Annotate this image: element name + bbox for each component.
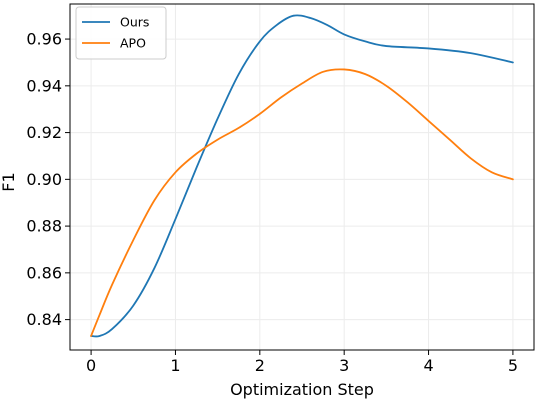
x-tick-label: 2: [255, 356, 265, 375]
axis-ticks: 0 1 2 3 4 5 0.84 0.86 0.88 0.90 0.92 0.94 0.96: [26, 30, 518, 375]
x-tick-label: 5: [508, 356, 518, 375]
legend-box: [75, 6, 167, 60]
y-tick-label: 0.92: [26, 123, 62, 142]
y-tick-label: 0.88: [26, 217, 62, 236]
legend-label-apo: APO: [120, 36, 146, 51]
series-lines: [90, 14, 514, 338]
y-tick-label: 0.96: [26, 30, 62, 49]
series-line-ours: [90, 14, 514, 338]
legend-label-ours: Ours: [120, 15, 149, 30]
y-axis-label: F1: [0, 172, 18, 191]
x-tick-label: 1: [170, 356, 180, 375]
series-line-apo: [90, 68, 514, 337]
y-tick-label: 0.90: [26, 170, 62, 189]
y-tick-label: 0.94: [26, 76, 62, 95]
y-tick-label: 0.84: [26, 310, 62, 329]
x-tick-label: 0: [86, 356, 96, 375]
x-axis-label: Optimization Step: [230, 380, 374, 399]
y-tick-label: 0.86: [26, 263, 62, 282]
x-tick-label: 4: [423, 356, 433, 375]
plot-frame: [69, 3, 535, 351]
x-tick-label: 3: [339, 356, 349, 375]
legend: Ours APO: [75, 6, 167, 60]
